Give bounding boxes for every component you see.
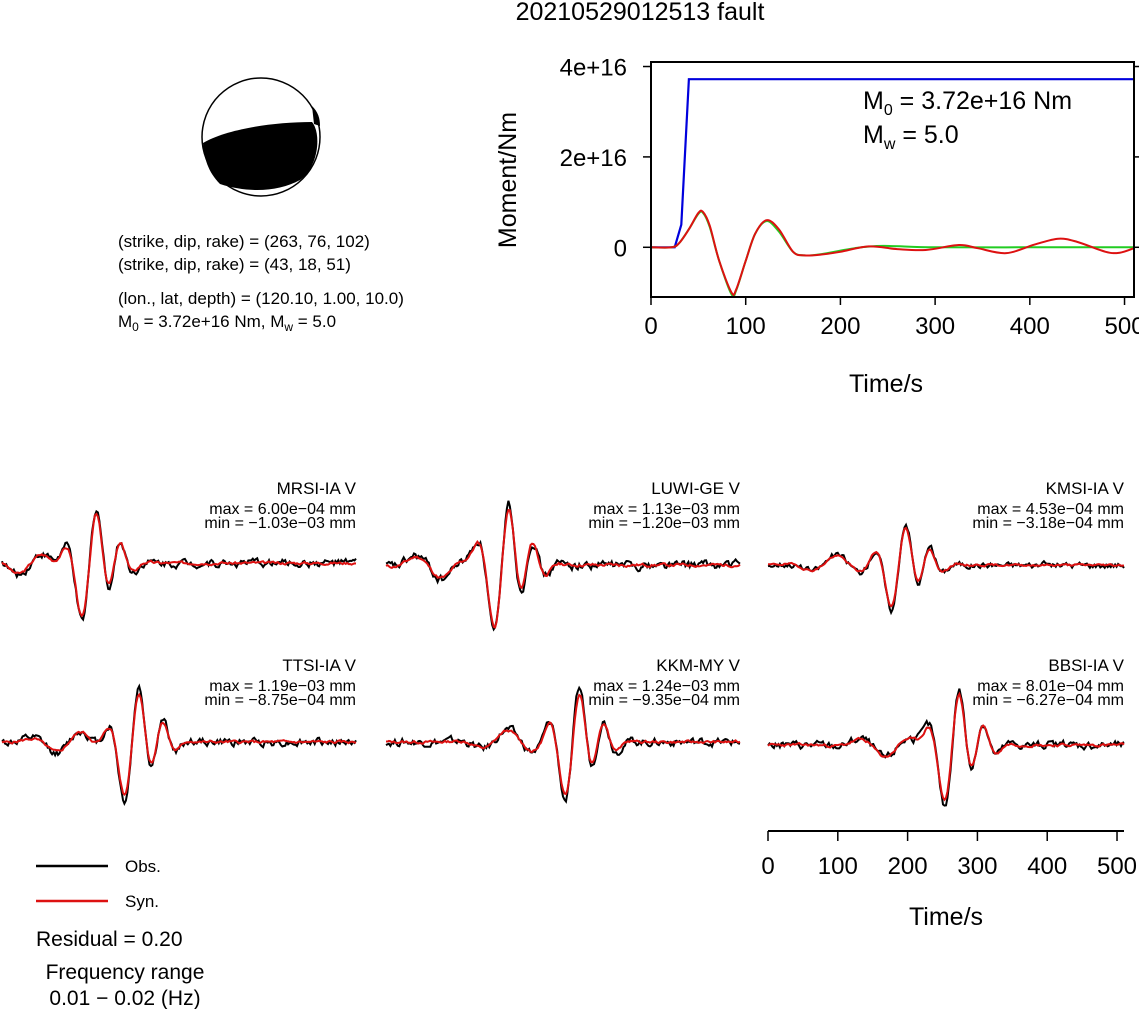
frequency-value: 0.01 − 0.02 (Hz) [49, 987, 200, 1009]
moment-plot-rate-red-line [650, 209, 1135, 296]
plane1-text: (strike, dip, rake) = (263, 76, 102) [118, 232, 370, 251]
location-text: (lon., lat, depth) = (120.10, 1.00, 10.0… [118, 289, 404, 308]
station-max: max = 6.00e−04 mm [209, 501, 356, 518]
moment-plot-xlabel: Time/s [849, 370, 923, 398]
station-max: max = 1.13e−03 mm [593, 501, 740, 518]
moment-plot-xtick-label: 200 [820, 313, 860, 340]
station-min: min = −1.20e−03 mm [588, 515, 740, 532]
moment-text: M0 = 3.72e+16 Nm, Mw = 5.0 [118, 312, 336, 334]
moment-plot-ytick-label: 4e+16 [560, 55, 627, 82]
station-name: KKM-MY V [656, 656, 740, 675]
legend-obs-label: Obs. [125, 857, 161, 876]
frequency-title: Frequency range [46, 961, 205, 984]
moment-plot-xtick-label: 0 [644, 313, 657, 340]
station-name: TTSI-IA V [282, 656, 356, 675]
waveform-axis-tick-label: 0 [761, 853, 774, 880]
station-synthetic-trace [767, 691, 1125, 802]
moment-plot-ytick-label: 2e+16 [560, 145, 627, 172]
station-observed-trace [767, 522, 1125, 616]
station-max: max = 4.53e−04 mm [977, 501, 1124, 518]
moment-plot-mw: Mw = 5.0 [863, 121, 959, 153]
mechanism-info: (strike, dip, rake) = (263, 76, 102) (st… [118, 232, 404, 334]
waveform-axis-tick-label: 100 [818, 853, 858, 880]
station-max: max = 8.01e−04 mm [977, 678, 1124, 695]
station-min: min = −9.35e−04 mm [588, 692, 740, 709]
waveform-axis-tick-label: 200 [888, 853, 928, 880]
station-name: BBSI-IA V [1048, 656, 1124, 675]
waveform-time-axis: 0 100 200 300 400 500 Time/s [761, 830, 1137, 931]
station-name: LUWI-GE V [651, 479, 740, 498]
station-min: min = −6.27e−04 mm [972, 692, 1124, 709]
moment-plot-ytick-label: 0 [614, 235, 627, 262]
residual-text: Residual = 0.20 [36, 928, 183, 951]
beachball-compressional-quadrant [203, 122, 318, 190]
station-max: max = 1.19e−03 mm [209, 678, 356, 695]
station-name: KMSI-IA V [1046, 479, 1125, 498]
moment-plot: 0 100 200 300 400 500 0 2e+16 4e+16 Moment/Nm Ti… [494, 55, 1139, 398]
legend: Obs. Syn. [36, 857, 161, 911]
plane2-text: (strike, dip, rake) = (43, 18, 51) [118, 255, 351, 274]
moment-plot-m0: M0 = 3.72e+16 Nm [863, 87, 1072, 119]
waveform-axis-tick-label: 300 [957, 853, 997, 880]
waveform-axis-tick-label: 400 [1027, 853, 1067, 880]
moment-plot-xtick-label: 100 [726, 313, 766, 340]
station-min: min = −1.03e−03 mm [204, 515, 356, 532]
station-synthetic-trace [767, 526, 1125, 608]
station-synthetic-trace [386, 693, 741, 796]
moment-plot-xtick-label: 500 [1105, 313, 1139, 340]
station-synthetic-trace [1, 692, 357, 796]
station-synthetic-trace [385, 508, 741, 629]
moment-plot-frame [650, 61, 1135, 298]
moment-plot-rate-green-line [650, 210, 1134, 298]
beachball [201, 77, 321, 197]
station-min: min = −3.18e−04 mm [972, 515, 1124, 532]
station-max: max = 1.24e−03 mm [593, 678, 740, 695]
station-min: min = −8.75e−04 mm [204, 692, 356, 709]
station-name: MRSI-IA V [277, 479, 357, 498]
waveform-axis-xlabel: Time/s [909, 903, 983, 931]
figure-title: 20210529012513 fault [516, 0, 765, 26]
legend-syn-label: Syn. [125, 892, 159, 911]
station-synthetic-trace [1, 512, 357, 618]
moment-plot-xtick-label: 400 [1010, 313, 1050, 340]
moment-plot-ylabel: Moment/Nm [494, 112, 522, 248]
waveform-axis-tick-label: 500 [1097, 853, 1137, 880]
moment-plot-xtick-label: 300 [915, 313, 955, 340]
